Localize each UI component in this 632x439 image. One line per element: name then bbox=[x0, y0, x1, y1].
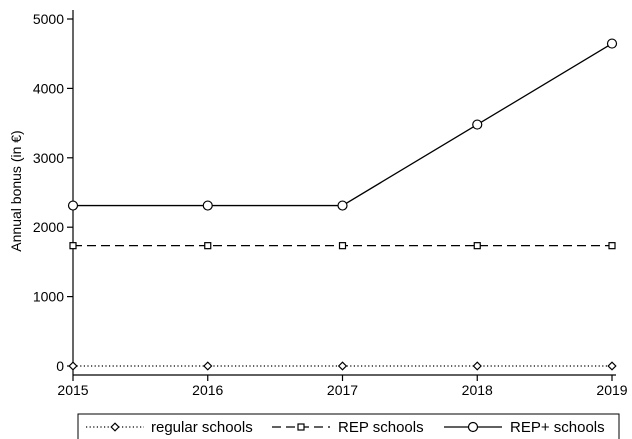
x-axis: 2015 2016 2017 2018 2019 bbox=[57, 374, 628, 398]
legend-item: REP+ schools bbox=[444, 419, 605, 436]
legend: regular schools REP schools REP+ schools bbox=[77, 413, 620, 439]
series-0 bbox=[68, 361, 617, 371]
legend-item: REP schools bbox=[272, 419, 424, 436]
y-tick-label: 1000 bbox=[33, 289, 64, 305]
y-tick-label: 2000 bbox=[33, 219, 64, 235]
series-layer bbox=[67, 38, 618, 371]
legend-label: REP+ schools bbox=[510, 419, 605, 436]
data-point bbox=[68, 361, 78, 371]
legend-label: regular schools bbox=[151, 419, 253, 436]
data-point bbox=[67, 200, 79, 211]
x-tick-label: 2017 bbox=[327, 382, 358, 398]
series-2 bbox=[67, 38, 618, 211]
x-tick-label: 2018 bbox=[462, 382, 493, 398]
data-point bbox=[204, 242, 212, 250]
legend-key-marker bbox=[110, 422, 120, 432]
y-axis: 0 1000 2000 3000 4000 5000 bbox=[33, 10, 74, 375]
data-point bbox=[337, 361, 348, 371]
data-point bbox=[202, 200, 213, 211]
data-point bbox=[203, 361, 213, 371]
legend-key-marker bbox=[467, 421, 479, 433]
data-point bbox=[337, 200, 348, 211]
x-tick-label: 2019 bbox=[596, 382, 627, 398]
y-tick-label: 4000 bbox=[33, 80, 64, 96]
data-point bbox=[472, 119, 483, 130]
legend-label: REP schools bbox=[338, 419, 424, 436]
data-point bbox=[606, 38, 618, 49]
data-point bbox=[608, 242, 616, 250]
y-axis-title: Annual bonus (in €) bbox=[8, 130, 24, 251]
x-tick-label: 2015 bbox=[57, 382, 88, 398]
data-point bbox=[473, 242, 481, 250]
legend-item: regular schools bbox=[86, 419, 253, 436]
y-tick-label: 5000 bbox=[33, 11, 64, 27]
legend-box bbox=[77, 413, 620, 439]
data-point bbox=[472, 361, 482, 371]
x-tick-label: 2016 bbox=[192, 382, 223, 398]
data-point bbox=[607, 361, 617, 371]
y-tick-label: 3000 bbox=[33, 150, 64, 166]
data-point bbox=[69, 242, 77, 250]
data-point bbox=[338, 242, 347, 250]
legend-key-marker bbox=[297, 423, 305, 431]
series-1 bbox=[69, 242, 616, 250]
y-tick-label: 0 bbox=[56, 358, 64, 374]
